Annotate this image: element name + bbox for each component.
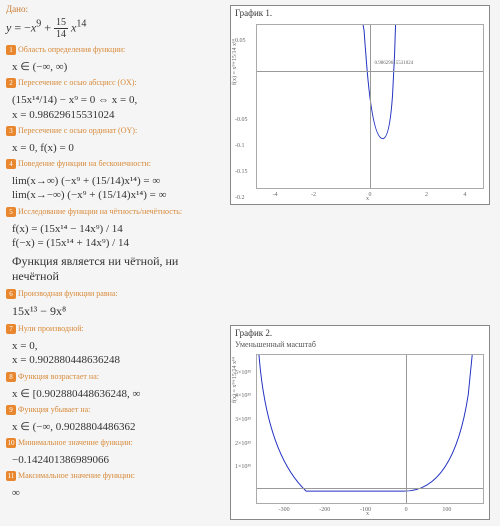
item-label: Область определения функции: [18, 45, 125, 54]
graph1-plot: 0.05-0.05-0.1-0.15-0.2 -4-2024 0.9862961… [256, 24, 484, 189]
item-badge: 1 [6, 45, 16, 55]
graph2-curve [257, 355, 483, 503]
graph1-title: График 1. [231, 6, 489, 20]
graph1-xlabel: x [366, 196, 369, 202]
item-math: lim(x→∞) (−x⁹ + (15/14)x¹⁴) = ∞ lim(x→−∞… [12, 174, 219, 203]
item-label: Минимальное значение функции: [18, 438, 133, 447]
item-badge: 4 [6, 159, 16, 169]
graph2-title: График 2. [231, 326, 489, 340]
item-math: f(x) = (15x¹⁴ − 14x⁹) / 14 f(−x) = (15x¹… [12, 222, 219, 251]
graph2-xlabel: x [366, 511, 369, 517]
item-label: Пересечение с осью абсцисс (OX): [18, 78, 137, 87]
graph1-crosslabel: 0.98629615531024 [375, 61, 414, 66]
item-label: Максимальное значение функции: [18, 471, 135, 480]
analysis-item: 11Максимальное значение функции: [6, 471, 219, 483]
item-label: Исследование функции на чётность/нечётно… [18, 207, 182, 216]
item-label: Функция убывает на: [18, 405, 90, 414]
left-column: Дано: y = −x9 + 1514 x14 1Область опреде… [0, 0, 225, 509]
item-label: Поведение функции на бесконечности: [18, 159, 151, 168]
item-badge: 2 [6, 78, 16, 88]
item-math: x = 0, x = 0.902880448636248 [12, 339, 219, 368]
item-math: x = 0, f(x) = 0 [12, 141, 219, 155]
analysis-item: 2Пересечение с осью абсцисс (OX): [6, 78, 219, 90]
ytick: 5×10³⁵ [235, 370, 251, 376]
analysis-item: 8Функция возрастает на: [6, 372, 219, 384]
xtick: -4 [273, 192, 278, 198]
item-badge: 6 [6, 289, 16, 299]
analysis-item: 4Поведение функции на бесконечности: [6, 159, 219, 171]
analysis-item: 6Производная функции равна: [6, 289, 219, 301]
parity-text: Функция является ни чётной, ни нечётной [12, 254, 219, 284]
item-label: Нули производной: [18, 324, 84, 333]
item-badge: 7 [6, 324, 16, 334]
xtick: 4 [463, 192, 466, 198]
item-math: (15x¹⁴/14) − x⁹ = 0 ⇔ x = 0, x = 0.98629… [12, 93, 219, 122]
graph-2: График 2. Уменьшенный масштаб f(x) = x⁹+… [230, 325, 490, 520]
xtick: -2 [311, 192, 316, 198]
analysis-item: 10Минимальное значение функции: [6, 438, 219, 450]
ytick: -0.1 [235, 143, 245, 149]
item-math: −0.142401386989066 [12, 453, 219, 467]
graph2-subtitle: Уменьшенный масштаб [231, 340, 489, 351]
ytick: 4×10³⁵ [235, 393, 251, 399]
item-badge: 10 [6, 438, 16, 448]
ytick: -0.15 [235, 169, 248, 175]
ytick: 3×10³⁵ [235, 417, 251, 423]
analysis-item: 7Нули производной: [6, 324, 219, 336]
ytick: -0.2 [235, 195, 245, 201]
graph-1: График 1. f(x) = x⁹+15/14 x¹⁴ 0.05-0.05-… [230, 5, 490, 205]
main-formula: y = −x9 + 1514 x14 [6, 17, 219, 40]
item-badge: 3 [6, 126, 16, 136]
xtick: 100 [442, 507, 451, 513]
item-label: Производная функции равна: [18, 289, 118, 298]
item-math: x ∈ (−∞, 0.9028804486362 [12, 420, 219, 434]
ytick: 1×10³⁵ [235, 464, 251, 470]
item-badge: 9 [6, 405, 16, 415]
given-label: Дано: [6, 4, 219, 14]
xtick: -200 [319, 507, 330, 513]
item-badge: 5 [6, 207, 16, 217]
analysis-item: 1Область определения функции: [6, 45, 219, 57]
analysis-item: 5Исследование функции на чётность/нечётн… [6, 207, 219, 219]
xtick: -300 [279, 507, 290, 513]
item-badge: 11 [6, 471, 16, 481]
analysis-item: 3Пересечение с осью ординат (OY): [6, 126, 219, 138]
xtick: 0 [405, 507, 408, 513]
item-math: ∞ [12, 486, 219, 500]
item-math: x ∈ [0.902880448636248, ∞ [12, 387, 219, 401]
graph2-plot: 5×10³⁵4×10³⁵3×10³⁵2×10³⁵1×10³⁵ -300-200-… [256, 354, 484, 504]
xtick: 2 [425, 192, 428, 198]
item-badge: 8 [6, 372, 16, 382]
ytick: -0.05 [235, 117, 248, 123]
graph1-ylabel: f(x) = x⁹+15/14 x¹⁴ [232, 39, 238, 85]
item-math: x ∈ (−∞, ∞) [12, 60, 219, 74]
item-math: 15x¹³ − 9x⁸ [12, 304, 219, 320]
item-label: Пересечение с осью ординат (OY): [18, 126, 137, 135]
ytick: 0.05 [235, 38, 246, 44]
item-label: Функция возрастает на: [18, 372, 99, 381]
ytick: 2×10³⁵ [235, 441, 251, 447]
analysis-item: 9Функция убывает на: [6, 405, 219, 417]
